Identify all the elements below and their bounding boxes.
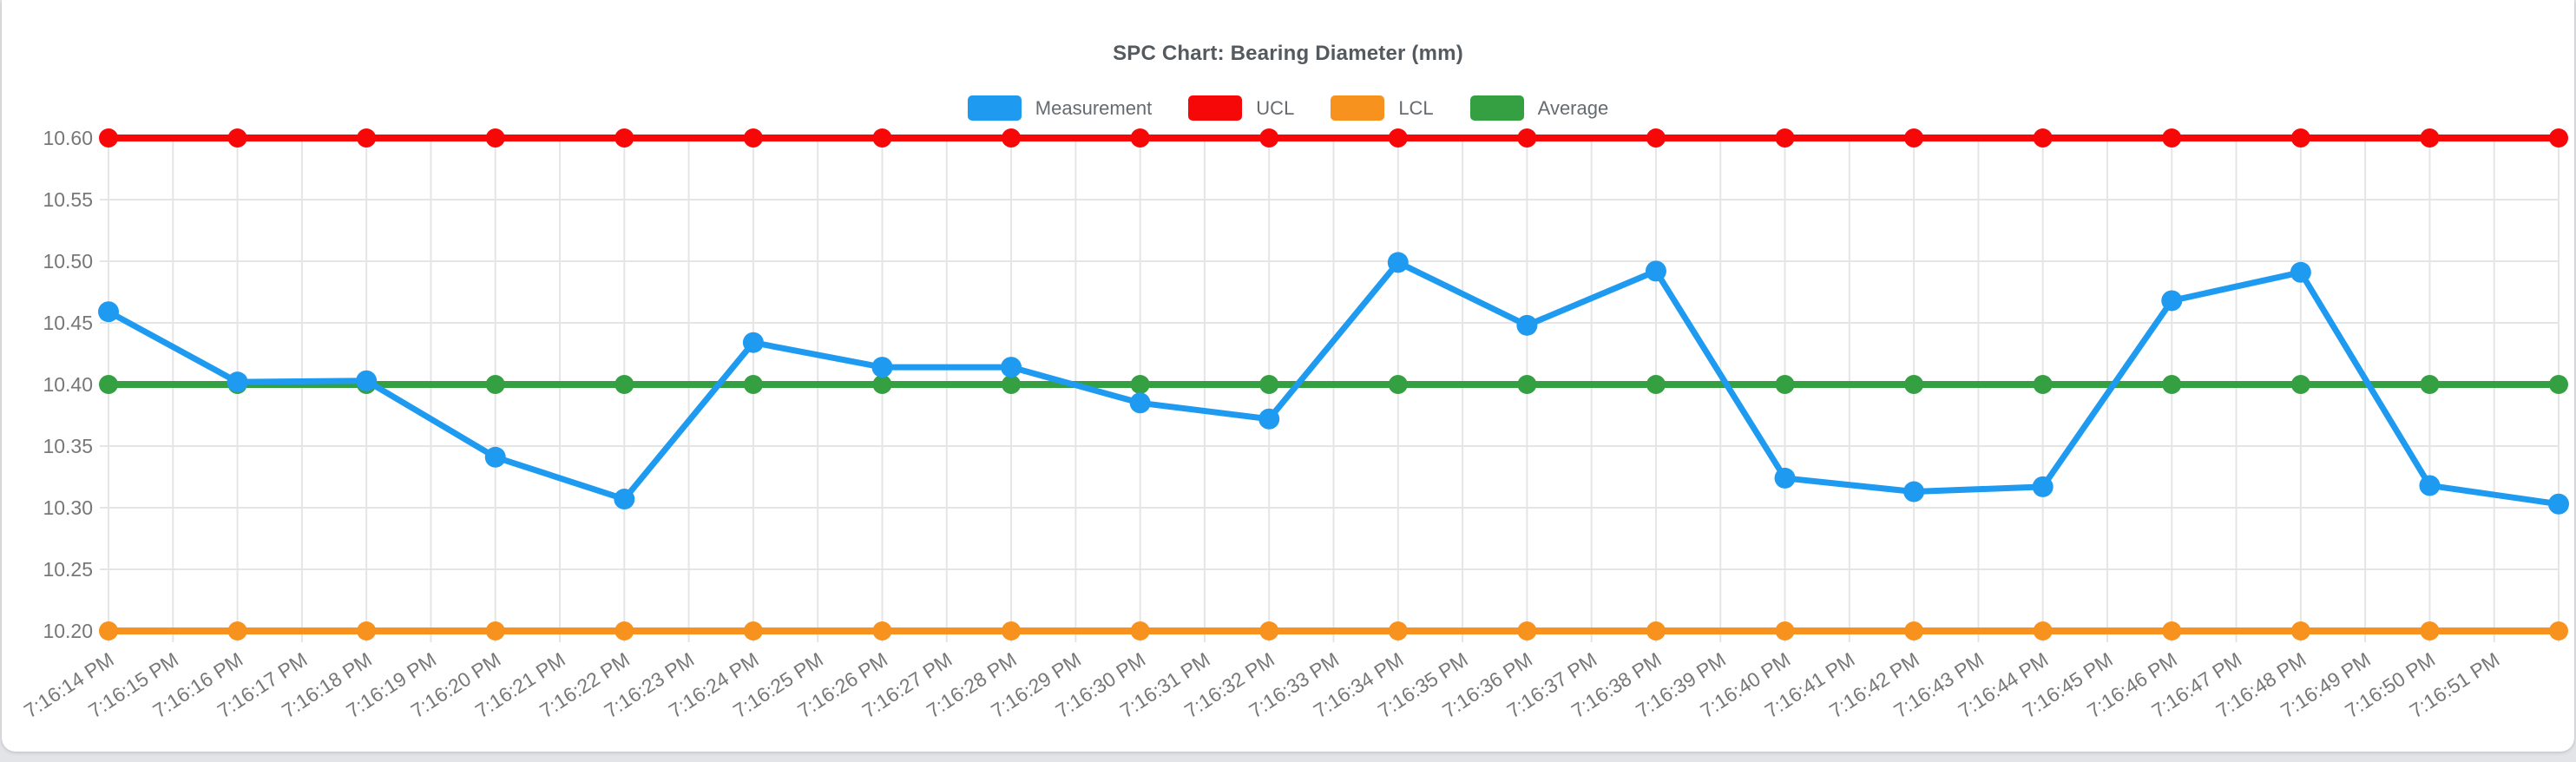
measurement-point — [1645, 260, 1666, 282]
measurement-point — [1129, 392, 1151, 414]
legend-item-measurement[interactable]: Measurement — [967, 95, 1153, 121]
legend-label: UCL — [1256, 96, 1295, 119]
measurement-point — [98, 301, 119, 323]
measurement-point — [1903, 481, 1925, 503]
measurement-point — [2419, 475, 2441, 496]
measurement-point — [1258, 408, 1280, 430]
measurement-point — [1001, 357, 1022, 378]
legend-item-lcl[interactable]: LCL — [1331, 95, 1434, 121]
legend-label: LCL — [1398, 96, 1434, 119]
legend-label: Average — [1537, 96, 1609, 119]
legend-item-ucl[interactable]: UCL — [1188, 95, 1294, 121]
measurement-point — [614, 489, 635, 510]
measurement-point — [871, 357, 893, 378]
y-tick-label: 10.50 — [43, 250, 93, 273]
series-measurement — [98, 252, 2569, 515]
legend-item-average[interactable]: Average — [1469, 95, 1609, 121]
y-tick-label: 10.60 — [43, 127, 93, 149]
measurement-point — [742, 332, 764, 353]
series-lcl — [99, 621, 2568, 640]
legend-swatch-ucl — [1188, 95, 1243, 121]
measurement-point — [356, 370, 378, 391]
measurement-point — [227, 371, 248, 393]
measurement-point — [2290, 261, 2311, 283]
measurement-point — [1387, 252, 1409, 273]
y-tick-label: 10.55 — [43, 188, 93, 211]
y-tick-label: 10.30 — [43, 496, 93, 519]
y-tick-label: 10.25 — [43, 558, 93, 581]
x-tick-labels: 7:16:14 PM7:16:15 PM7:16:16 PM7:16:17 PM… — [20, 647, 2504, 722]
chart-legend: Measurement UCL LCL Average — [2, 95, 2574, 121]
legend-swatch-lcl — [1331, 95, 1385, 121]
y-tick-label: 10.45 — [43, 312, 93, 334]
measurement-point — [2161, 290, 2183, 312]
measurement-point — [484, 446, 506, 468]
y-tick-label: 10.20 — [43, 620, 93, 642]
y-tick-label: 10.40 — [43, 373, 93, 396]
series-ucl — [99, 128, 2568, 148]
legend-swatch-measurement — [967, 95, 1022, 121]
legend-swatch-average — [1469, 95, 1524, 121]
chart-title: SPC Chart: Bearing Diameter (mm) — [1113, 42, 1463, 65]
y-tick-label: 10.35 — [43, 435, 93, 457]
measurement-point — [1516, 314, 1538, 336]
x-grid — [108, 138, 2560, 642]
measurement-point — [1774, 467, 1796, 489]
legend-label: Measurement — [1035, 96, 1153, 119]
measurement-point — [2548, 493, 2569, 515]
measurement-point — [2032, 476, 2054, 497]
